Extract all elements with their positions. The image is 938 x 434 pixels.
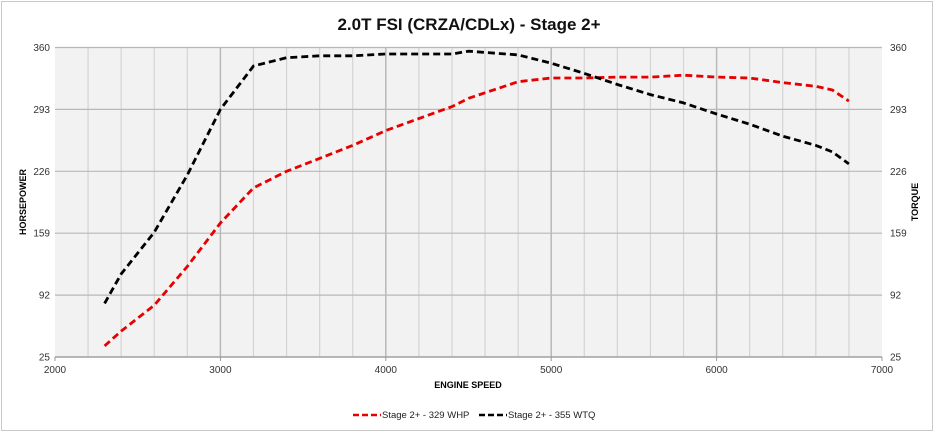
y-tick-label: 293	[33, 105, 50, 116]
y2-axis-label: TORQUE	[910, 183, 920, 221]
legend: Stage 2+ - 329 WHP Stage 2+ - 355 WTQ	[353, 410, 595, 421]
x-tick-label: 4000	[375, 365, 398, 376]
y-tick-label: 92	[39, 291, 51, 302]
x-tick-label: 5000	[540, 365, 563, 376]
y-tick-label: 360	[33, 43, 50, 54]
y2-tick-label: 159	[890, 229, 907, 240]
y2-tick-label: 25	[890, 353, 902, 364]
series-line-whp	[103, 73, 850, 347]
x-tick-label: 7000	[871, 365, 894, 376]
y2-tick-label: 226	[890, 167, 907, 178]
legend-label-whp: Stage 2+ - 329 WHP	[382, 410, 469, 421]
plot-area	[55, 47, 882, 357]
y-axis-label: HORSEPOWER	[18, 169, 28, 236]
y-tick-label: 25	[39, 353, 51, 364]
y-tick-label: 226	[33, 167, 50, 178]
y2-tick-label: 360	[890, 43, 907, 54]
x-axis-label: ENGINE SPEED	[434, 380, 502, 390]
chart-title: 2.0T FSI (CRZA/CDLx) - Stage 2+	[337, 15, 600, 34]
x-tick-label: 3000	[209, 365, 232, 376]
legend-label-wtq: Stage 2+ - 355 WTQ	[508, 410, 595, 421]
x-tick-label: 2000	[44, 365, 67, 376]
x-tick-label: 6000	[705, 365, 728, 376]
y2-tick-label: 92	[890, 291, 902, 302]
y-tick-label: 159	[33, 229, 50, 240]
series-line-wtq	[103, 49, 850, 305]
y2-tick-label: 293	[890, 105, 907, 116]
